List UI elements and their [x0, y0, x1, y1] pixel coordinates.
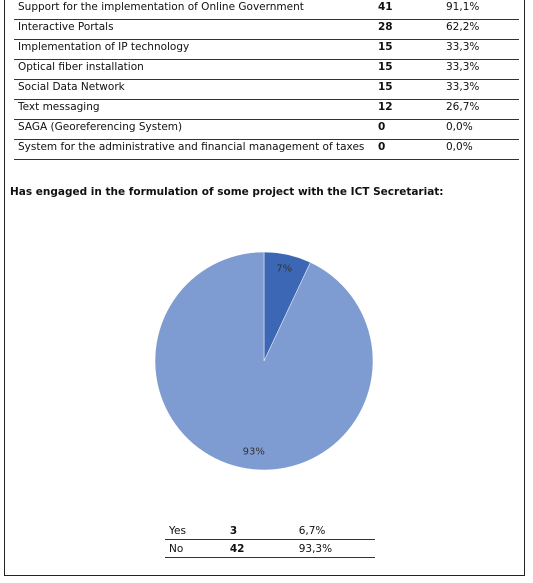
table-cell: Implementation of IP technology — [14, 39, 374, 60]
table-cell: 12 — [374, 99, 442, 120]
table-row: SAGA (Georeferencing System) 0 0,0% — [14, 119, 519, 140]
table-row: Interactive Portals 28 62,2% — [14, 19, 519, 40]
frame — [4, 0, 525, 576]
table-cell: 15 — [374, 39, 442, 60]
table-cell: 91,1% — [442, 0, 519, 20]
table-row: Optical fiber installation 15 33,3% — [14, 59, 519, 80]
table-cell: 15 — [374, 79, 442, 100]
table-cell: System for the administrative and financ… — [14, 139, 374, 160]
table-cell: SAGA (Georeferencing System) — [14, 119, 374, 140]
table-cell: 33,3% — [442, 79, 519, 100]
table-cell: Optical fiber installation — [14, 59, 374, 80]
heading: Has engaged in the formulation of some p… — [10, 186, 444, 198]
table-row: Yes 3 6,7% — [165, 522, 375, 540]
slice-label: 93% — [243, 446, 265, 457]
table-cell: 3 — [225, 522, 295, 540]
table-cell: 15 — [374, 59, 442, 80]
table-row: No 42 93,3% — [165, 539, 375, 558]
table-row: Text messaging 12 26,7% — [14, 99, 519, 120]
table-cell: 6,7% — [294, 522, 375, 540]
table-row: Implementation of IP technology 15 33,3% — [14, 39, 519, 60]
table-cell: No — [165, 539, 226, 558]
table-row: Support for the implementation of Online… — [14, 0, 519, 20]
slice-label: 7% — [276, 264, 292, 275]
table-cell: 33,3% — [442, 59, 519, 80]
summary-table: Yes 3 6,7% No 42 93,3% — [165, 522, 375, 558]
table-cell: 41 — [374, 0, 442, 20]
table-cell: Interactive Portals — [14, 19, 374, 40]
table-cell: 0 — [374, 119, 442, 140]
table-cell: 0,0% — [442, 139, 519, 160]
table-row: System for the administrative and financ… — [14, 139, 519, 160]
table-cell: 33,3% — [442, 39, 519, 60]
table-cell: 0 — [374, 139, 442, 160]
table-cell: 26,7% — [442, 99, 519, 120]
table-cell: 0,0% — [442, 119, 519, 140]
data-table: Support for the implementation of Online… — [14, 0, 519, 160]
table-cell: 62,2% — [442, 19, 519, 40]
table-cell: 42 — [225, 539, 295, 558]
table-cell: 93,3% — [294, 539, 375, 558]
pie-slice — [154, 251, 374, 471]
table-row: Social Data Network 15 33,3% — [14, 79, 519, 100]
table-cell: Support for the implementation of Online… — [14, 0, 374, 20]
table-cell: Yes — [165, 522, 226, 540]
table-cell: 28 — [374, 19, 442, 40]
table-cell: Text messaging — [14, 99, 374, 120]
table-cell: Social Data Network — [14, 79, 374, 100]
